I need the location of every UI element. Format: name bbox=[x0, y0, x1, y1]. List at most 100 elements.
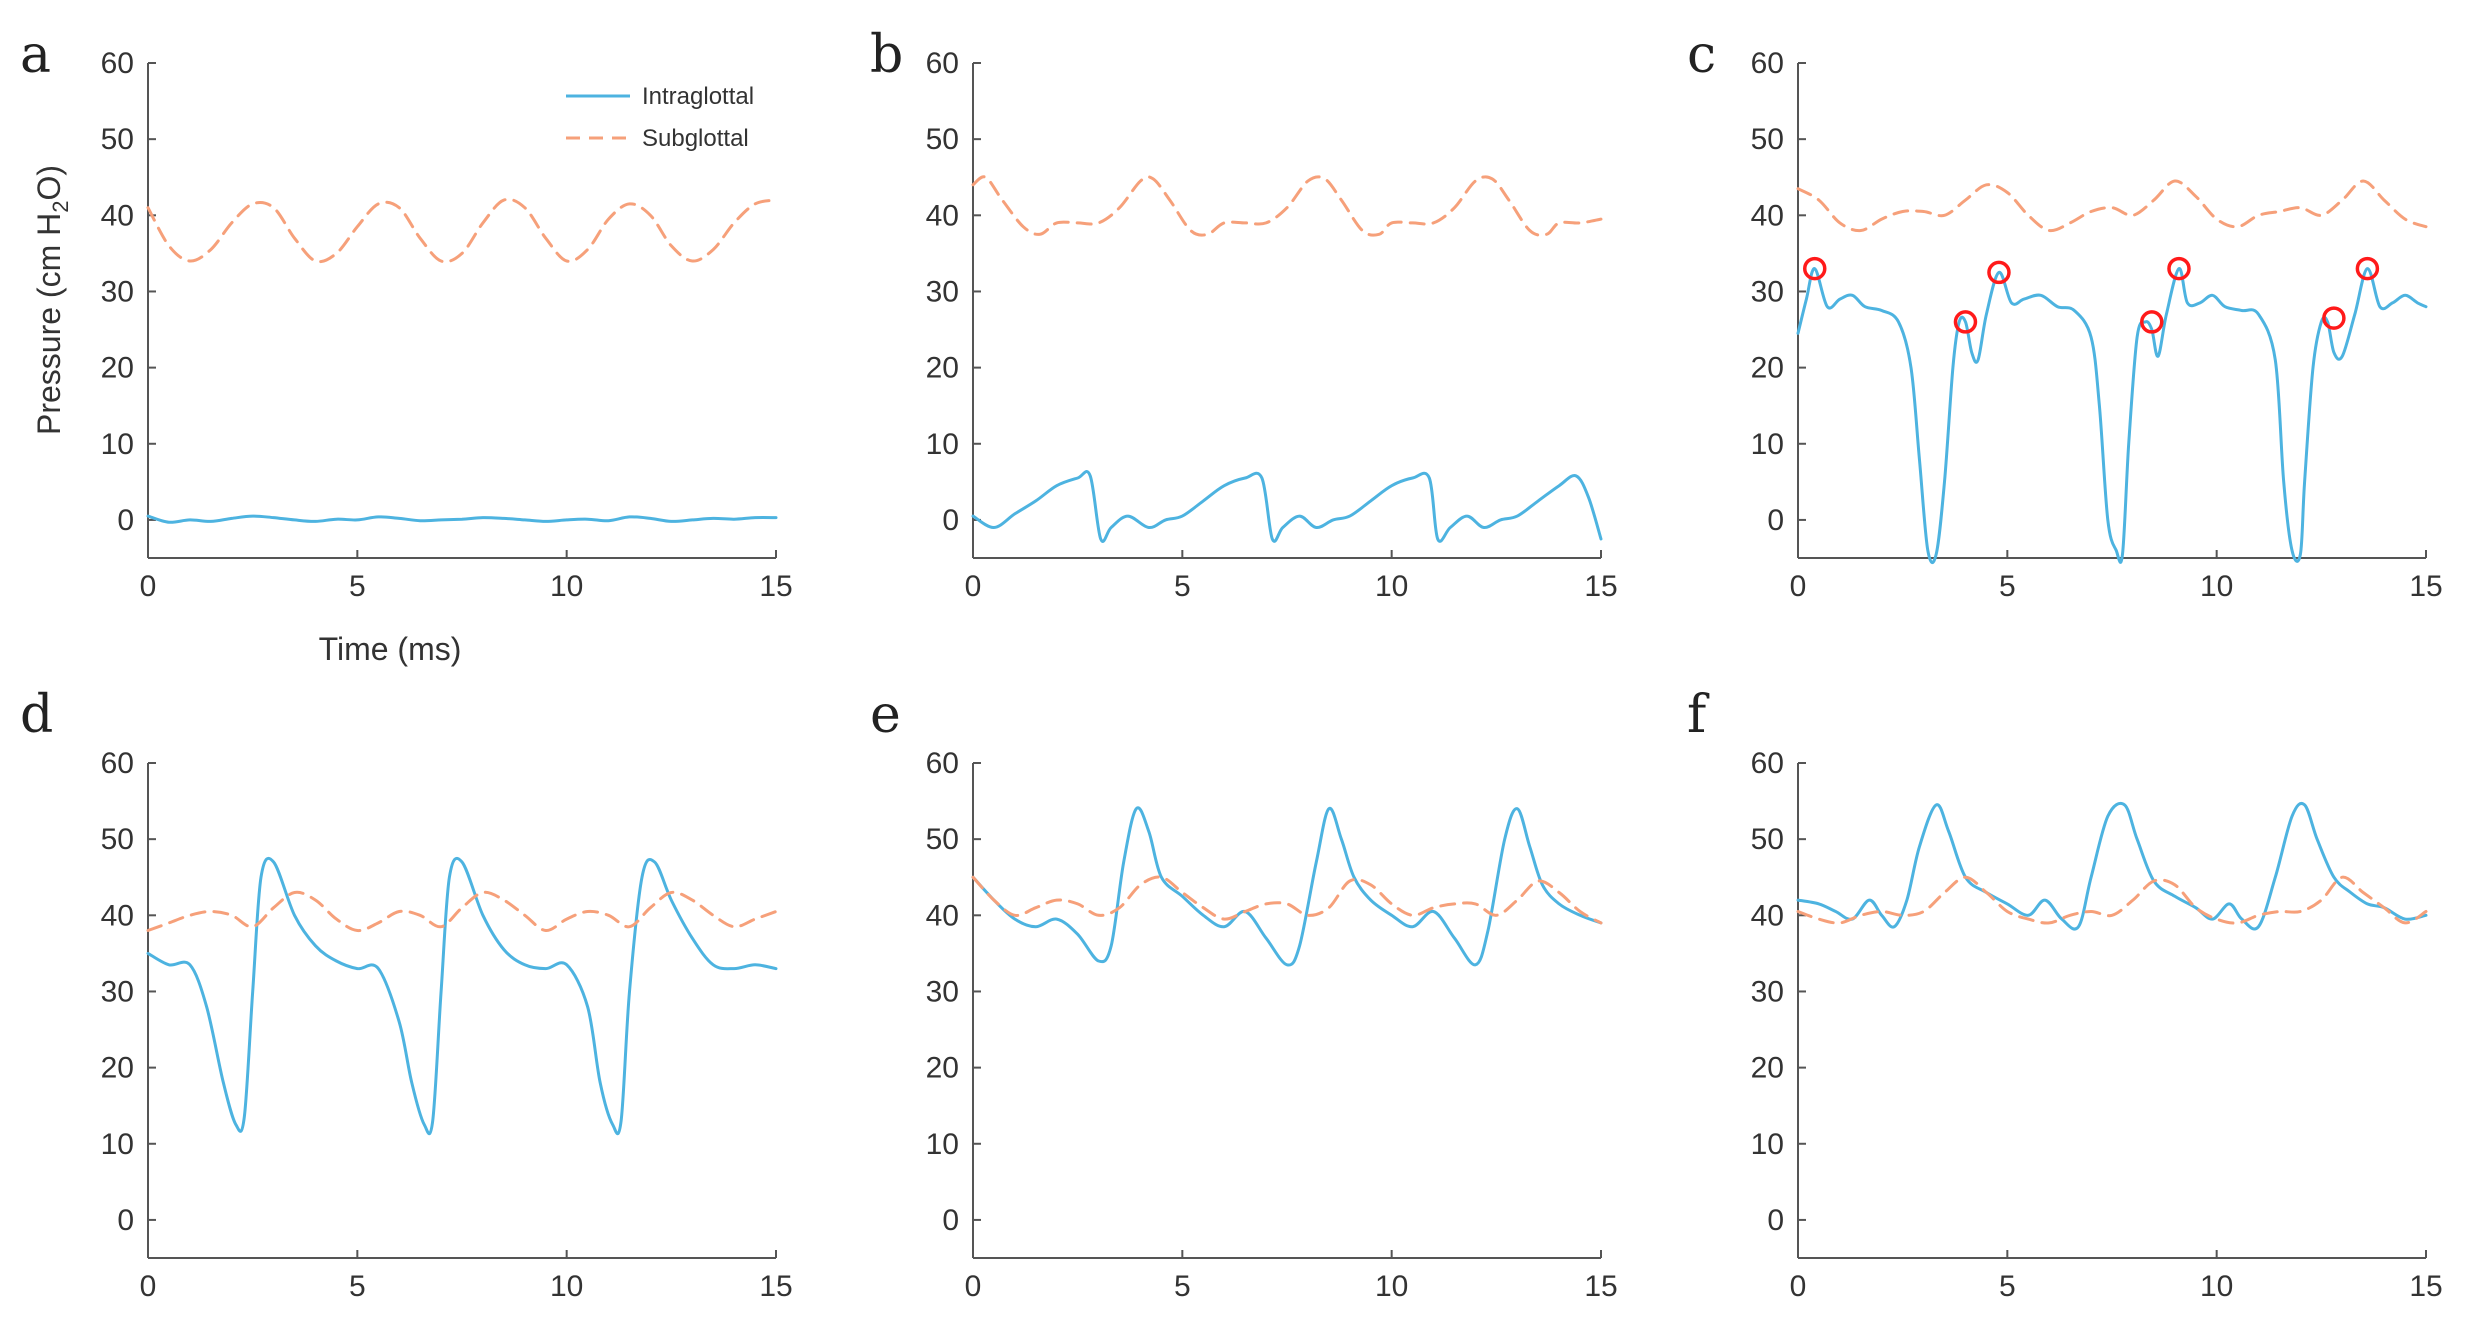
x-tick-label: 10 bbox=[2200, 570, 2233, 603]
x-tick-label: 10 bbox=[1375, 1270, 1408, 1303]
y-tick-label: 30 bbox=[101, 975, 134, 1008]
y-axis-label-post: O) bbox=[31, 165, 67, 201]
peak-marker bbox=[1802, 256, 1827, 281]
y-tick-label: 50 bbox=[1751, 823, 1784, 856]
x-tick-label: 5 bbox=[1999, 570, 2016, 603]
y-axis-label-pre: Pressure (cm H bbox=[31, 213, 67, 435]
panel-letter-e: e bbox=[870, 685, 901, 745]
y-axis-label-sub: 2 bbox=[48, 201, 73, 213]
panel-letter-a: a bbox=[20, 25, 51, 85]
panel-f: 0 5 10 15 0 10 20 30 40 50 60 bbox=[1751, 747, 2443, 1303]
y-tick-label: 40 bbox=[1751, 199, 1784, 232]
y-tick-label: 0 bbox=[117, 504, 134, 537]
y-axis-label: Pressure (cm H2O) bbox=[31, 165, 73, 435]
x-tick-label: 0 bbox=[1790, 570, 1807, 603]
y-tick-label: 60 bbox=[101, 747, 134, 780]
y-tick-label: 40 bbox=[101, 899, 134, 932]
peak-marker bbox=[2322, 306, 2346, 330]
legend: Intraglottal Subglottal bbox=[566, 83, 754, 152]
peak-marker bbox=[2140, 310, 2164, 334]
x-axis-label: Time (ms) bbox=[319, 631, 462, 667]
y-tick-label: 0 bbox=[117, 1204, 134, 1237]
panel-c: 0 5 10 15 0 10 20 30 40 50 60 bbox=[1751, 47, 2443, 603]
x-tick-label: 0 bbox=[965, 1270, 982, 1303]
panel-letter-f: f bbox=[1687, 685, 1710, 745]
series-line-intraglottal bbox=[971, 470, 1603, 543]
series-line-subglottal bbox=[971, 875, 1603, 925]
panel-e: 0 5 10 15 0 10 20 30 40 50 60 bbox=[926, 747, 1618, 1303]
y-tick-label: 50 bbox=[926, 823, 959, 856]
panel-letter-b: b bbox=[870, 25, 903, 85]
y-tick-label: 30 bbox=[926, 275, 959, 308]
y-tick-label: 40 bbox=[926, 199, 959, 232]
x-tick-label: 5 bbox=[1174, 570, 1191, 603]
x-tick-label: 10 bbox=[1375, 570, 1408, 603]
y-tick-label: 30 bbox=[1751, 975, 1784, 1008]
series-line-intraglottal bbox=[146, 514, 778, 524]
y-tick-label: 60 bbox=[1751, 747, 1784, 780]
series-line-subglottal bbox=[1796, 179, 2428, 233]
x-tick-label: 10 bbox=[550, 570, 583, 603]
x-tick-label: 15 bbox=[759, 1270, 792, 1303]
y-tick-label: 60 bbox=[926, 747, 959, 780]
x-tick-label: 5 bbox=[1999, 1270, 2016, 1303]
y-tick-label: 40 bbox=[1751, 899, 1784, 932]
peak-marker bbox=[2355, 256, 2380, 281]
y-tick-label: 60 bbox=[926, 47, 959, 80]
y-tick-label: 10 bbox=[101, 428, 134, 461]
x-tick-label: 10 bbox=[550, 1270, 583, 1303]
x-tick-label: 15 bbox=[1584, 1270, 1617, 1303]
series-line-intraglottal bbox=[1796, 801, 2428, 931]
y-tick-label: 10 bbox=[926, 428, 959, 461]
series-line-subglottal bbox=[146, 197, 778, 264]
y-tick-label: 40 bbox=[101, 199, 134, 232]
y-tick-label: 60 bbox=[1751, 47, 1784, 80]
x-tick-label: 15 bbox=[759, 570, 792, 603]
y-tick-label: 0 bbox=[1767, 504, 1784, 537]
y-tick-label: 20 bbox=[101, 352, 134, 385]
legend-label-intraglottal: Intraglottal bbox=[642, 83, 754, 110]
y-tick-label: 30 bbox=[101, 275, 134, 308]
y-tick-label: 20 bbox=[926, 352, 959, 385]
x-tick-label: 15 bbox=[2409, 570, 2442, 603]
y-tick-label: 0 bbox=[942, 504, 959, 537]
x-tick-label: 10 bbox=[2200, 1270, 2233, 1303]
y-tick-label: 30 bbox=[1751, 275, 1784, 308]
series-line-intraglottal bbox=[146, 856, 778, 1136]
series-line-subglottal bbox=[971, 175, 1603, 237]
y-tick-label: 30 bbox=[926, 975, 959, 1008]
y-tick-label: 50 bbox=[1751, 123, 1784, 156]
panel-d: 0 5 10 15 0 10 20 30 40 50 60 bbox=[101, 747, 793, 1303]
y-tick-label: 40 bbox=[926, 899, 959, 932]
series-line-intraglottal bbox=[971, 806, 1603, 967]
y-tick-label: 10 bbox=[101, 1128, 134, 1161]
legend-label-subglottal: Subglottal bbox=[642, 125, 749, 152]
y-tick-label: 0 bbox=[1767, 1204, 1784, 1237]
peak-marker bbox=[1953, 310, 1978, 334]
y-tick-label: 10 bbox=[1751, 428, 1784, 461]
y-tick-label: 10 bbox=[1751, 1128, 1784, 1161]
peak-marker bbox=[1987, 260, 2011, 285]
x-tick-label: 0 bbox=[1790, 1270, 1807, 1303]
series-line-subglottal bbox=[1796, 875, 2428, 925]
x-tick-label: 0 bbox=[140, 1270, 157, 1303]
panel-letter-c: c bbox=[1687, 25, 1716, 85]
y-tick-label: 20 bbox=[1751, 1052, 1784, 1085]
x-tick-label: 15 bbox=[2409, 1270, 2442, 1303]
x-tick-label: 0 bbox=[965, 570, 982, 603]
y-tick-label: 60 bbox=[101, 47, 134, 80]
y-tick-label: 50 bbox=[101, 823, 134, 856]
y-tick-label: 20 bbox=[101, 1052, 134, 1085]
series-line-intraglottal bbox=[1796, 267, 2428, 565]
x-tick-label: 5 bbox=[349, 1270, 366, 1303]
panel-a: 0 5 10 15 0 10 20 30 40 50 60 bbox=[101, 47, 793, 603]
y-tick-label: 20 bbox=[1751, 352, 1784, 385]
peak-marker bbox=[2167, 256, 2191, 281]
panel-letter-d: d bbox=[20, 685, 53, 745]
y-tick-label: 50 bbox=[926, 123, 959, 156]
x-tick-label: 5 bbox=[349, 570, 366, 603]
x-tick-label: 5 bbox=[1174, 1270, 1191, 1303]
y-tick-label: 0 bbox=[942, 1204, 959, 1237]
